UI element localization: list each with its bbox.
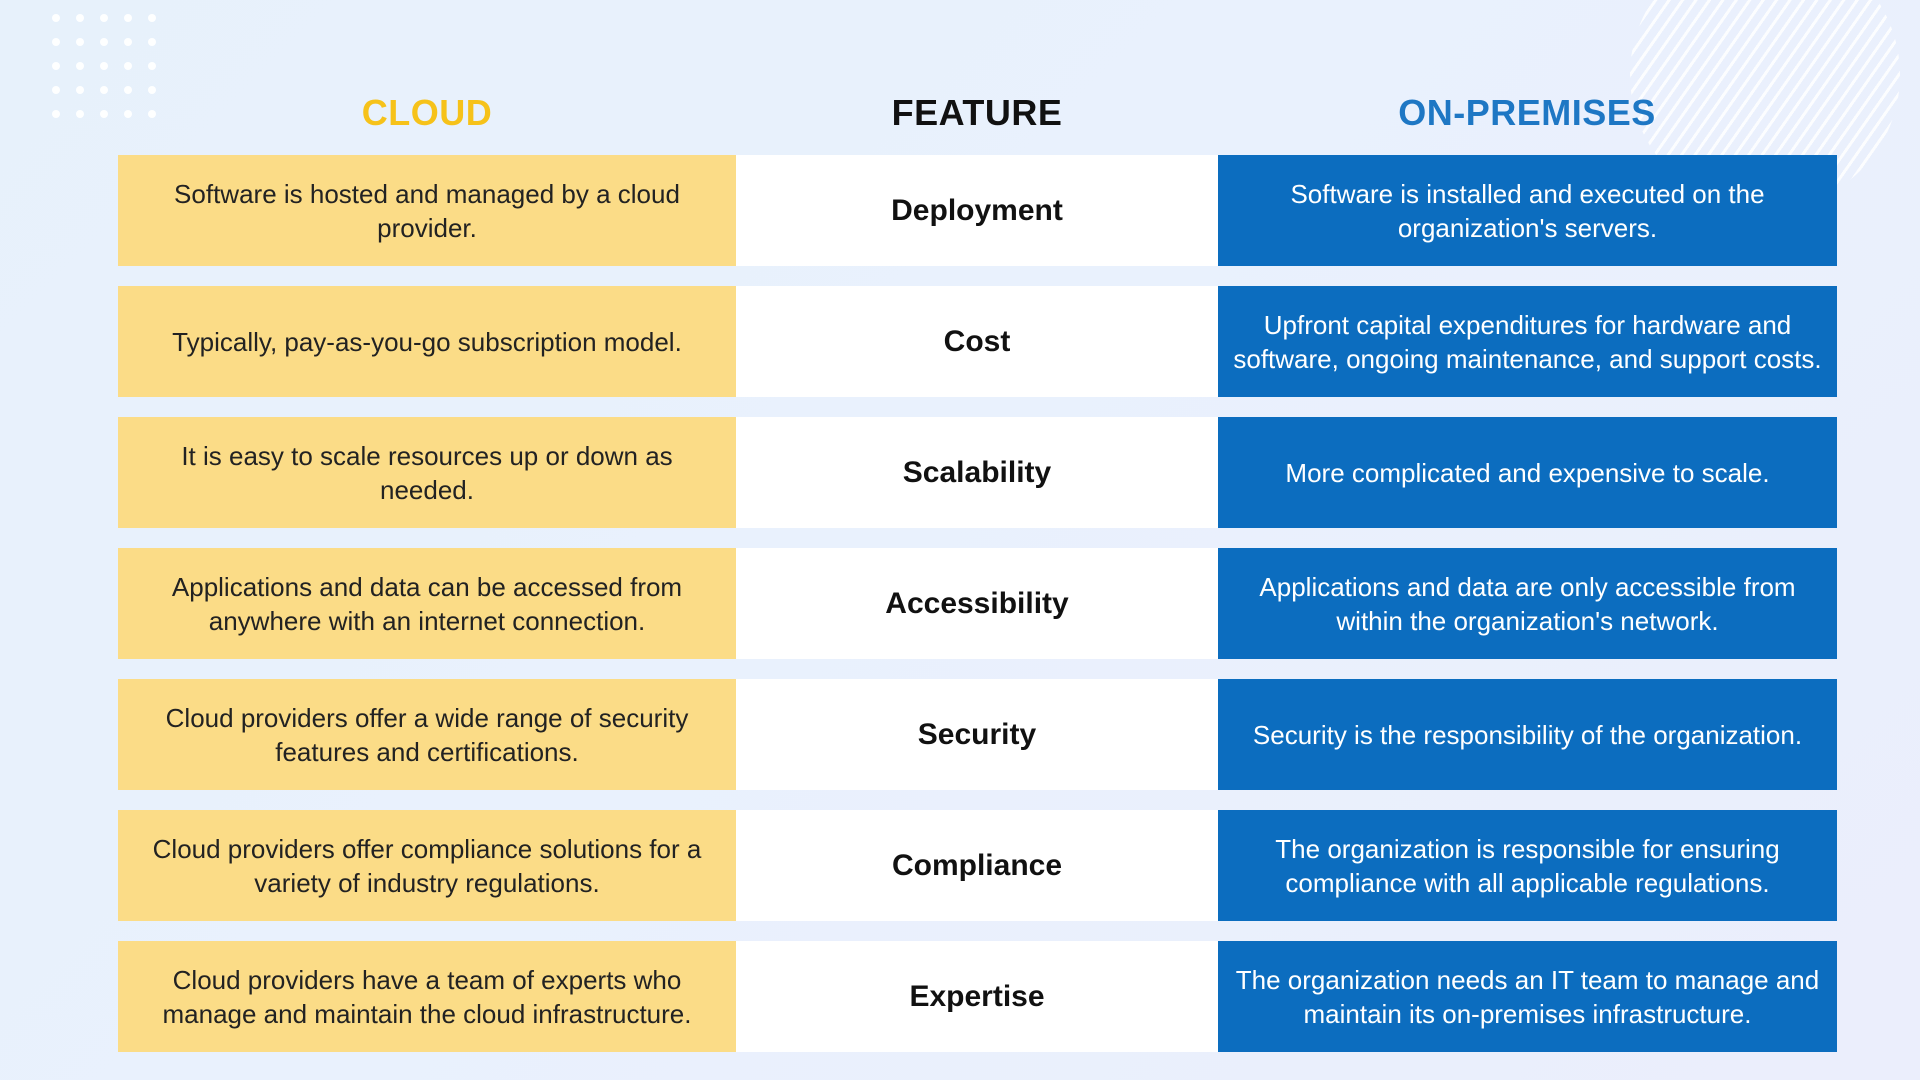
cloud-cell: It is easy to scale resources up or down… — [118, 417, 736, 528]
feature-cell: Accessibility — [736, 548, 1218, 659]
decorative-dot — [124, 14, 132, 22]
feature-cell: Security — [736, 679, 1218, 790]
decorative-dot — [148, 38, 156, 46]
decorative-dot — [100, 38, 108, 46]
feature-cell: Deployment — [736, 155, 1218, 266]
decorative-dot — [124, 62, 132, 70]
decorative-dot — [100, 62, 108, 70]
decorative-dot — [52, 14, 60, 22]
decorative-dot — [148, 86, 156, 94]
decorative-dot — [124, 110, 132, 118]
feature-column-header: FEATURE — [891, 92, 1063, 133]
onpremises-cell: Software is installed and executed on th… — [1218, 155, 1837, 266]
decorative-dot — [76, 86, 84, 94]
cloud-cell: Applications and data can be accessed fr… — [118, 548, 736, 659]
decorative-dot — [52, 110, 60, 118]
decorative-dot — [76, 38, 84, 46]
decorative-dot — [124, 38, 132, 46]
decorative-dot — [52, 86, 60, 94]
feature-cell: Compliance — [736, 810, 1218, 921]
table-row-accessibility: Applications and data can be accessed fr… — [118, 548, 1837, 659]
decorative-dot — [52, 38, 60, 46]
feature-cell: Scalability — [736, 417, 1218, 528]
onpremises-cell: The organization needs an IT team to man… — [1218, 941, 1837, 1052]
cloud-cell: Typically, pay-as-you-go subscription mo… — [118, 286, 736, 397]
decorative-dot-grid — [52, 14, 156, 118]
decorative-dot — [76, 14, 84, 22]
onpremises-cell: Upfront capital expenditures for hardwar… — [1218, 286, 1837, 397]
table-row-scalability: It is easy to scale resources up or down… — [118, 417, 1837, 528]
onpremises-cell: The organization is responsible for ensu… — [1218, 810, 1837, 921]
table-row-compliance: Cloud providers offer compliance solutio… — [118, 810, 1837, 921]
comparison-table: Software is hosted and managed by a clou… — [118, 155, 1837, 1072]
cloud-cell: Cloud providers offer compliance solutio… — [118, 810, 736, 921]
cloud-cell: Cloud providers offer a wide range of se… — [118, 679, 736, 790]
decorative-dot — [100, 86, 108, 94]
table-row-security: Cloud providers offer a wide range of se… — [118, 679, 1837, 790]
decorative-dot — [124, 86, 132, 94]
decorative-dot — [100, 14, 108, 22]
decorative-dot — [76, 62, 84, 70]
decorative-dot — [148, 62, 156, 70]
onpremises-cell: More complicated and expensive to scale. — [1218, 417, 1837, 528]
cloud-cell: Software is hosted and managed by a clou… — [118, 155, 736, 266]
onpremises-cell: Security is the responsibility of the or… — [1218, 679, 1837, 790]
onpremises-column-header: ON-PREMISES — [1398, 92, 1656, 133]
onpremises-cell: Applications and data are only accessibl… — [1218, 548, 1837, 659]
decorative-dot — [52, 62, 60, 70]
feature-cell: Cost — [736, 286, 1218, 397]
feature-cell: Expertise — [736, 941, 1218, 1052]
cloud-cell: Cloud providers have a team of experts w… — [118, 941, 736, 1052]
decorative-dot — [76, 110, 84, 118]
decorative-dot — [148, 14, 156, 22]
decorative-dot — [148, 110, 156, 118]
cloud-column-header: CLOUD — [361, 92, 493, 133]
table-row-deployment: Software is hosted and managed by a clou… — [118, 155, 1837, 266]
table-row-expertise: Cloud providers have a team of experts w… — [118, 941, 1837, 1052]
table-row-cost: Typically, pay-as-you-go subscription mo… — [118, 286, 1837, 397]
decorative-dot — [100, 110, 108, 118]
